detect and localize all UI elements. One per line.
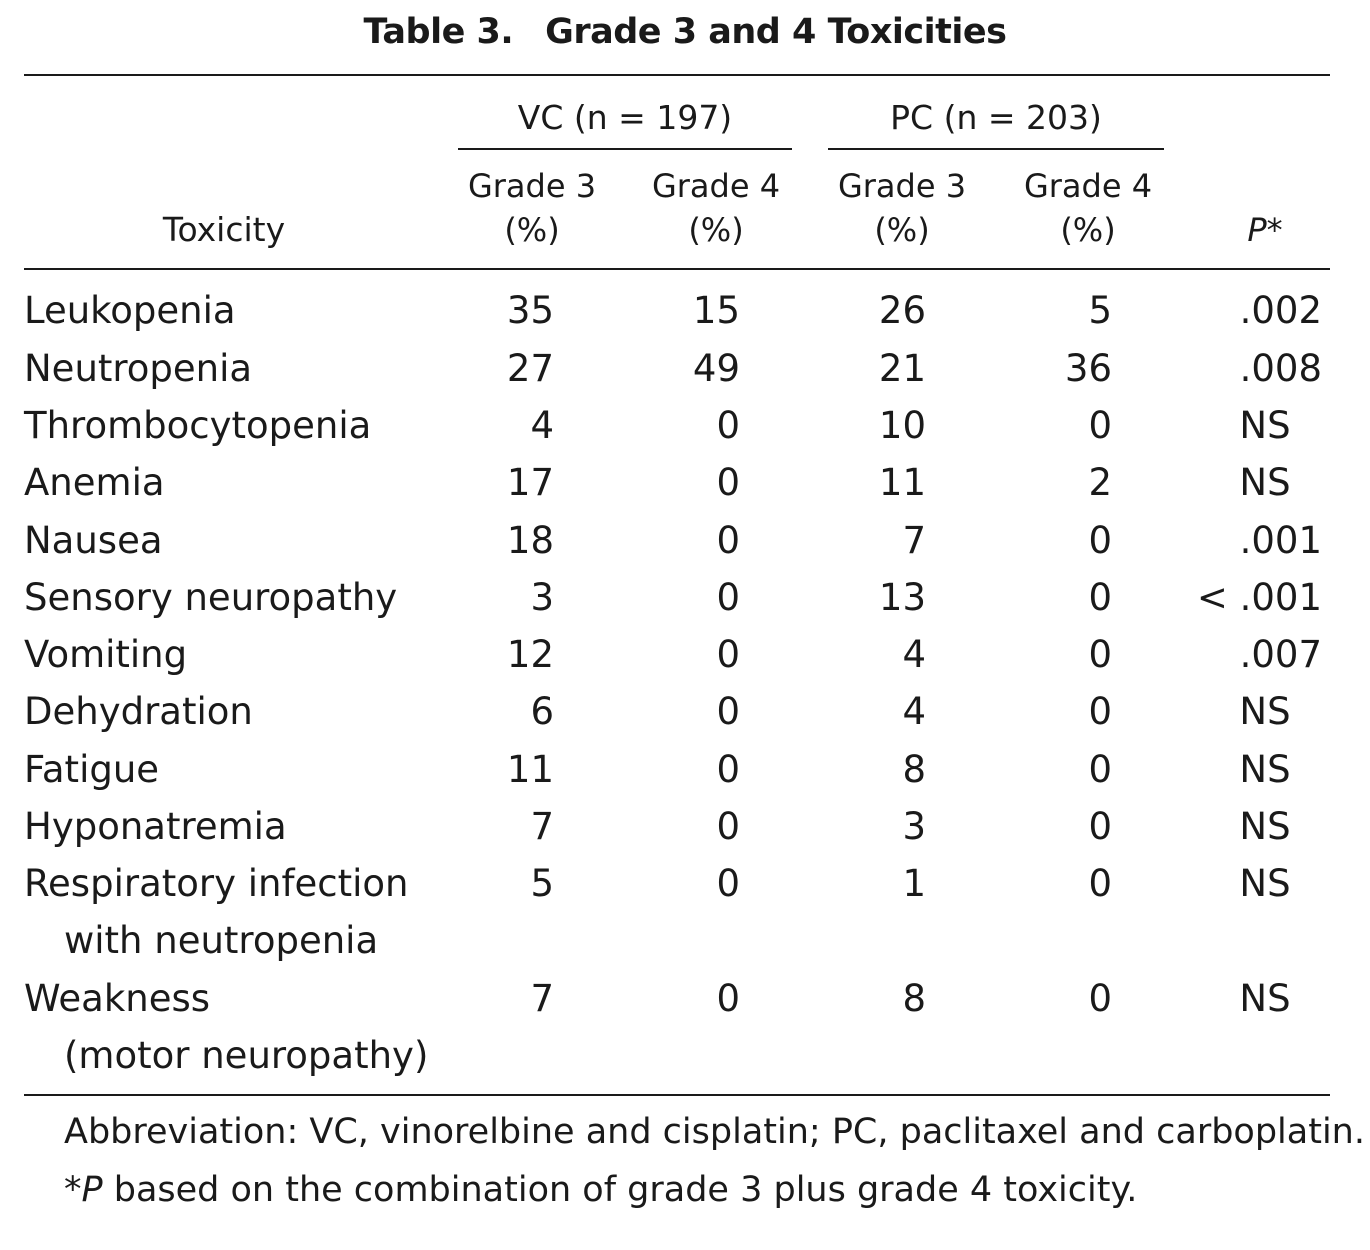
row-toxicity-name: Hyponatremia — [24, 805, 287, 848]
cell-pc-grade3: 7 — [902, 519, 926, 562]
cell-vc-grade4: 0 — [716, 748, 740, 791]
cell-vc-grade3: 6 — [530, 690, 554, 733]
cell-vc-grade4: 0 — [716, 977, 740, 1020]
cell-p-value: NS — [1239, 977, 1291, 1020]
row-toxicity-name-continued: with neutropenia — [64, 919, 379, 962]
cell-vc-grade3: 7 — [530, 805, 554, 848]
cell-p-value: NS — [1239, 461, 1291, 504]
group-rule-vc — [458, 148, 792, 150]
cell-vc-grade3: 27 — [506, 347, 554, 390]
cell-pc-grade4: 0 — [1088, 690, 1112, 733]
cell-vc-grade4: 0 — [716, 404, 740, 447]
group-header-pc: PC (n = 203) — [890, 98, 1102, 137]
bottom-rule — [24, 1094, 1330, 1096]
cell-pc-grade4: 0 — [1088, 633, 1112, 676]
cell-pc-grade3: 11 — [878, 461, 926, 504]
cell-pc-grade3: 8 — [902, 977, 926, 1020]
table-caption: Grade 3 and 4 Toxicities — [545, 12, 1007, 52]
row-toxicity-name: Nausea — [24, 519, 163, 562]
cell-vc-grade4: 0 — [716, 461, 740, 504]
cell-vc-grade3: 3 — [530, 576, 554, 619]
cell-pc-grade4: 0 — [1088, 519, 1112, 562]
cell-vc-grade4: 0 — [716, 576, 740, 619]
cell-vc-grade3: 4 — [530, 404, 554, 447]
cell-vc-grade3: 17 — [506, 461, 554, 504]
col-header-vc-grade3: Grade 3 (%) — [467, 167, 597, 249]
row-toxicity-name-continued: (motor neuropathy) — [64, 1034, 429, 1077]
cell-pc-grade4: 0 — [1088, 404, 1112, 447]
row-toxicity-name: Respiratory infection — [24, 862, 409, 905]
cell-pc-grade3: 26 — [878, 289, 926, 332]
cell-pc-grade3: 3 — [902, 805, 926, 848]
row-toxicity-name: Sensory neuropathy — [24, 576, 398, 619]
cell-vc-grade4: 0 — [716, 862, 740, 905]
cell-p-value: NS — [1239, 748, 1291, 791]
cell-vc-grade4: 0 — [716, 633, 740, 676]
top-rule — [24, 74, 1330, 76]
cell-pc-grade3: 21 — [878, 347, 926, 390]
cell-vc-grade3: 35 — [506, 289, 554, 332]
row-toxicity-name: Thrombocytopenia — [24, 404, 372, 447]
cell-pc-grade4: 0 — [1088, 576, 1112, 619]
cell-pc-grade3: 4 — [902, 690, 926, 733]
cell-p-value: NS — [1239, 805, 1291, 848]
cell-pc-grade4: 2 — [1088, 461, 1112, 504]
cell-pc-grade3: 10 — [878, 404, 926, 447]
cell-pc-grade4: 0 — [1088, 805, 1112, 848]
cell-pc-grade3: 8 — [902, 748, 926, 791]
cell-vc-grade4: 0 — [716, 690, 740, 733]
cell-pc-grade4: 36 — [1064, 347, 1112, 390]
table-title: Table 3. Grade 3 and 4 Toxicities — [0, 12, 1370, 52]
row-toxicity-name: Dehydration — [24, 690, 253, 733]
cell-vc-grade3: 18 — [506, 519, 554, 562]
col-header-pc-grade4: Grade 4 (%) — [1023, 167, 1153, 249]
cell-vc-grade4: 49 — [692, 347, 740, 390]
row-toxicity-name: Neutropenia — [24, 347, 253, 390]
table-label: Table 3. — [363, 12, 514, 52]
cell-p-value: NS — [1239, 690, 1291, 733]
cell-p-value: < .001 — [1196, 576, 1322, 619]
cell-vc-grade4: 15 — [692, 289, 740, 332]
col-header-p-value: P* — [1247, 211, 1283, 249]
row-toxicity-name: Leukopenia — [24, 289, 236, 332]
cell-vc-grade3: 12 — [506, 633, 554, 676]
cell-pc-grade4: 0 — [1088, 862, 1112, 905]
col-header-pc-grade3: Grade 3 (%) — [837, 167, 967, 249]
col-header-toxicity: Toxicity — [162, 210, 286, 249]
cell-p-value: .008 — [1239, 347, 1322, 390]
group-rule-pc — [828, 148, 1164, 150]
footnote-p-value: *P based on the combination of grade 3 p… — [64, 1170, 1138, 1210]
cell-p-value: .002 — [1239, 289, 1322, 332]
cell-p-value: .001 — [1239, 519, 1322, 562]
cell-pc-grade4: 0 — [1088, 977, 1112, 1020]
cell-pc-grade4: 5 — [1088, 289, 1112, 332]
col-header-vc-grade4: Grade 4 (%) — [651, 167, 781, 249]
cell-p-value: NS — [1239, 862, 1291, 905]
row-toxicity-name: Anemia — [24, 461, 165, 504]
cell-pc-grade4: 0 — [1088, 748, 1112, 791]
cell-vc-grade4: 0 — [716, 519, 740, 562]
cell-vc-grade3: 7 — [530, 977, 554, 1020]
group-header-vc: VC (n = 197) — [517, 98, 733, 137]
footnote-abbreviation: Abbreviation: VC, vinorelbine and cispla… — [64, 1112, 1365, 1152]
cell-p-value: NS — [1239, 404, 1291, 447]
row-toxicity-name: Fatigue — [24, 748, 160, 791]
cell-pc-grade3: 13 — [878, 576, 926, 619]
header-rule — [24, 268, 1330, 270]
cell-vc-grade3: 5 — [530, 862, 554, 905]
cell-p-value: .007 — [1239, 633, 1322, 676]
cell-vc-grade4: 0 — [716, 805, 740, 848]
cell-pc-grade3: 4 — [902, 633, 926, 676]
cell-pc-grade3: 1 — [902, 862, 926, 905]
row-toxicity-name: Weakness — [24, 977, 211, 1020]
row-toxicity-name: Vomiting — [24, 633, 188, 676]
cell-vc-grade3: 11 — [506, 748, 554, 791]
